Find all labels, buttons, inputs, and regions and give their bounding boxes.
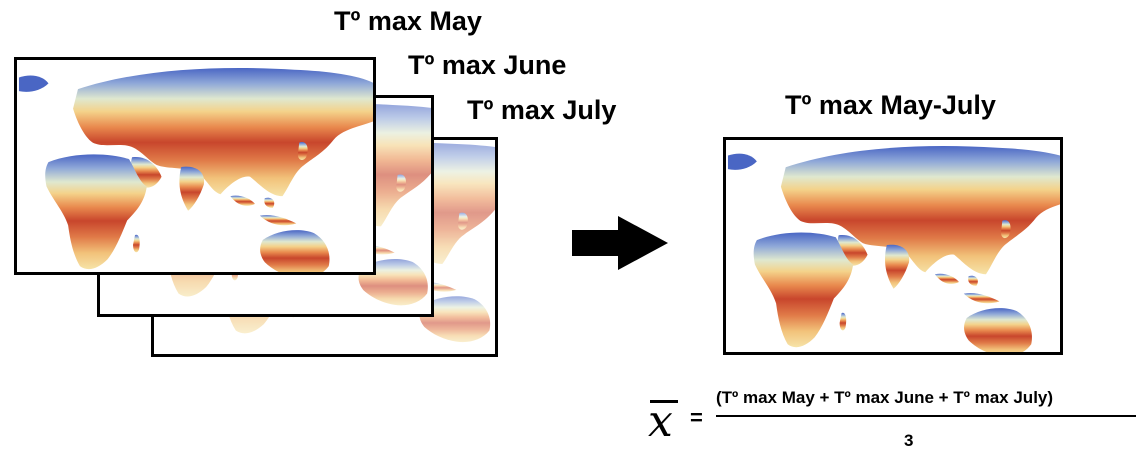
map-may-july [723, 137, 1063, 355]
fraction-bar [716, 415, 1136, 417]
formula-numerator: (Tº max May + Tº max June + Tº max July) [716, 389, 1053, 406]
right-arrow-icon [572, 216, 668, 270]
title-june: Tº max June [408, 52, 566, 79]
xbar-symbol: x [648, 400, 673, 444]
may-world-map [17, 60, 373, 272]
equals-sign: = [690, 407, 703, 429]
map-may [14, 57, 376, 275]
title-july: Tº max July [467, 97, 616, 124]
formula-denominator: 3 [904, 432, 913, 449]
result-title: Tº max May-July [785, 92, 996, 119]
may-july-world-map [726, 140, 1060, 352]
title-may: Tº max May [334, 8, 482, 35]
